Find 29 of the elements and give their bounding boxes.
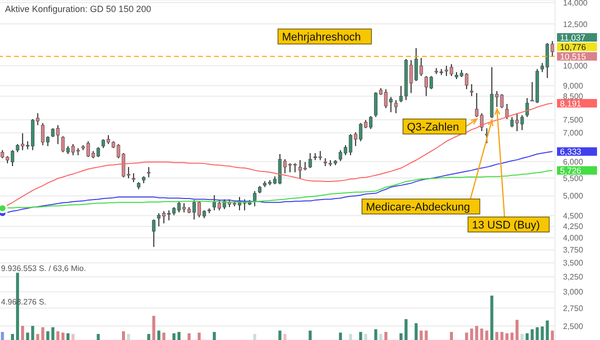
y-tick-label: 14,000 xyxy=(563,0,588,8)
y-tick-label: 9,000 xyxy=(563,81,584,90)
data-label: 6,333 xyxy=(560,146,582,157)
y-tick-label: 5,000 xyxy=(563,192,584,201)
data-label: 5,726 xyxy=(560,165,582,176)
y-tick-label: 3,000 xyxy=(563,288,584,297)
y-tick-label: 7,500 xyxy=(563,116,584,125)
y-tick-label: 4,250 xyxy=(563,222,584,232)
y-tick-label: 2,500 xyxy=(563,322,584,331)
ref-line-label: 10,515 xyxy=(560,51,586,62)
annotation: Mehrjahreshoch xyxy=(282,32,361,44)
y-tick-label: 12,500 xyxy=(563,20,588,29)
annotation: Q3-Zahlen xyxy=(407,122,459,134)
annotation: 9.936.553 S. / 63,6 Mio. xyxy=(1,264,86,273)
y-tick-label: 3,500 xyxy=(563,258,584,268)
y-tick-label: 7,000 xyxy=(563,128,584,138)
text: Aktive Konfiguration: GD 50 150 200 xyxy=(5,4,152,14)
y-tick-label: 3,750 xyxy=(563,246,584,255)
y-tick-label: 10,000 xyxy=(563,62,588,71)
annotation: 13 USD (Buy) xyxy=(472,220,540,232)
text: 10,776 xyxy=(560,42,586,52)
y-tick-label: 2,750 xyxy=(563,304,584,313)
y-tick-label: 3,250 xyxy=(563,272,584,282)
y-tick-label: 4,500 xyxy=(563,212,584,221)
y-tick-label: 5,500 xyxy=(563,174,584,183)
annotation: Medicare-Abdeckung xyxy=(366,202,470,214)
y-tick-label: 4,000 xyxy=(563,234,584,243)
text: 11,037 xyxy=(560,32,586,42)
y-tick-label: 6,000 xyxy=(563,158,584,167)
